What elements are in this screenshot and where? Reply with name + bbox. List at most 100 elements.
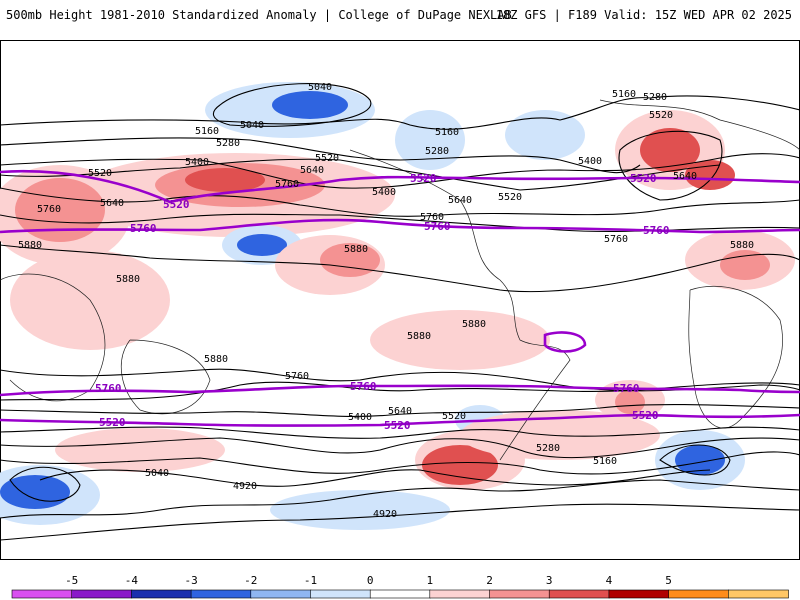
contour-label: 5520 — [649, 110, 673, 121]
contour-label: 5520 — [498, 192, 522, 203]
contour-label: 5880 — [462, 319, 486, 330]
contour-5640 — [0, 187, 800, 217]
contour-label: 5760 — [285, 371, 309, 382]
contour-label: 5760 — [275, 179, 299, 190]
height-contours — [0, 83, 800, 541]
colorbar-swatch — [190, 589, 252, 599]
highlight-label: 5760 — [613, 382, 640, 395]
contour-label: 5160 — [612, 89, 636, 100]
contour-5880-south — [0, 368, 800, 392]
contour-5400-south — [0, 437, 800, 459]
eurasia-coastline — [599, 99, 800, 151]
anomaly-positive-area — [55, 428, 225, 472]
colorbar-tick-label: 3 — [546, 574, 553, 587]
contour-high-ring — [618, 130, 723, 201]
highlight-label: 5520 — [410, 172, 437, 185]
contour-label: 5520 — [315, 153, 339, 164]
australia-coastline — [120, 339, 211, 414]
contour-5160-south — [39, 469, 711, 487]
colorbar-swatch — [250, 589, 312, 599]
contour-5280-south — [0, 451, 800, 475]
contour-5520-south — [0, 426, 800, 439]
contour-label: 5760 — [604, 234, 628, 245]
colorbar-swatch — [668, 589, 730, 599]
contour-label: 5880 — [730, 240, 754, 251]
contour-label: 5520 — [88, 168, 112, 179]
anomaly-positive-core — [185, 168, 265, 192]
contour-label: 5880 — [116, 274, 140, 285]
contour-5040-south — [0, 479, 800, 519]
colorbar-tick-label: 2 — [486, 574, 493, 587]
colorbar-swatch — [131, 589, 192, 599]
model-valid-time: 18Z GFS | F189 Valid: 15Z WED APR 02 202… — [495, 8, 792, 22]
colorbar-swatch — [489, 589, 551, 599]
anomaly-map[interactable]: 5040 5040 5160 5280 5400 5520 5640 5760 … — [0, 40, 800, 560]
highlight-label: 5520 — [384, 419, 411, 432]
contour-4920-south — [0, 503, 800, 541]
product-title: 500mb Height 1981-2010 Standardized Anom… — [6, 8, 512, 22]
anomaly-negative-core — [675, 445, 725, 475]
highlight-5760-south — [0, 384, 800, 397]
highlight-label: 5760 — [95, 382, 122, 395]
africa-coastline — [688, 285, 783, 429]
colorbar-swatch — [310, 589, 372, 599]
contour-5760-south — [0, 381, 800, 401]
colorbar-tick-label: -3 — [184, 574, 197, 587]
contour-low-ring — [9, 466, 81, 502]
highlight-5760-north — [0, 218, 800, 234]
contour-label: 5400 — [578, 156, 602, 167]
anomaly-positive-core — [422, 445, 498, 485]
anomaly-positive-area — [460, 410, 660, 460]
anomaly-negative-area — [270, 490, 450, 530]
contour-label: 5640 — [673, 171, 697, 182]
colorbar-tick-label: 5 — [665, 574, 672, 587]
highlight-label: 5520 — [630, 172, 657, 185]
colorbar-swatch — [727, 589, 789, 599]
map-header: 500mb Height 1981-2010 Standardized Anom… — [0, 0, 800, 30]
anomaly-positive-area — [615, 390, 645, 414]
highlight-label: 5520 — [632, 409, 659, 422]
contour-label: 5160 — [435, 127, 459, 138]
contour-label: 5760 — [420, 212, 444, 223]
colorbar-swatch — [369, 589, 431, 599]
contour-5400 — [0, 153, 800, 189]
contour-label: 5400 — [372, 187, 396, 198]
contour-label: 5160 — [195, 126, 219, 137]
colorbar-swatch — [608, 589, 670, 599]
highlight-label: 5760 — [643, 224, 670, 237]
colorbar-swatch — [429, 589, 491, 599]
contour-label: 5040 — [308, 82, 332, 93]
highlight-label: 5760 — [424, 220, 451, 233]
anomaly-negative-core — [0, 475, 70, 509]
contour-label-group: 5040 5040 5160 5280 5400 5520 5640 5760 … — [18, 82, 754, 520]
contour-label: 5160 — [593, 456, 617, 467]
contour-label: 5040 — [145, 468, 169, 479]
contour-label: 4920 — [373, 509, 397, 520]
contour-5520 — [0, 158, 721, 191]
anomaly-positive-area — [320, 243, 380, 277]
anomaly-positive-area — [370, 310, 550, 370]
contour-label: 5640 — [388, 406, 412, 417]
contour-label: 5280 — [216, 138, 240, 149]
highlight-label-group: 5520 5760 5520 5760 5520 5760 5760 5760 … — [95, 172, 670, 432]
contour-5280 — [0, 137, 641, 174]
contour-label: 5040 — [240, 120, 264, 131]
colorbar-tick-label: -1 — [304, 574, 317, 587]
colorbar-swatch — [548, 589, 610, 599]
colorbar-tick-label: 0 — [367, 574, 374, 587]
anomaly-colorbar: -5 -4 -3 -2 -1 0 1 2 3 4 5 — [11, 574, 789, 599]
contour-label: 5880 — [18, 240, 42, 251]
anomaly-positive-area — [15, 178, 105, 242]
colorbar-tick-labels: -5 -4 -3 -2 -1 0 1 2 3 4 5 — [65, 574, 672, 587]
anomaly-negative-core — [272, 91, 348, 119]
highlight-contours — [0, 169, 800, 427]
colorbar-tick-label: 4 — [606, 574, 613, 587]
anomaly-negative-area — [505, 110, 585, 160]
colorbar-tick-label: 1 — [426, 574, 433, 587]
asia-coastline — [0, 273, 106, 402]
contour-label: 5640 — [100, 198, 124, 209]
contour-5640-south — [0, 403, 800, 417]
colorbar-swatches — [11, 589, 789, 599]
contour-label: 5280 — [425, 146, 449, 157]
colorbar-tick-label: -2 — [244, 574, 257, 587]
